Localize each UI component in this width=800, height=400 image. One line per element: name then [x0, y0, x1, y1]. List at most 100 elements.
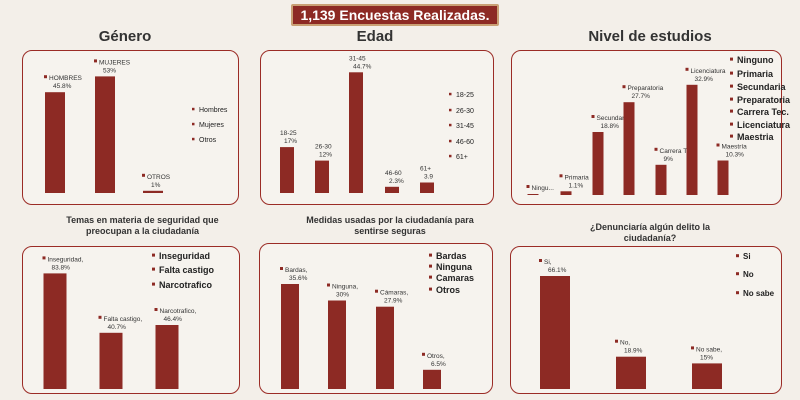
temas-category-label-2: Narcotrafico,	[160, 308, 197, 315]
denuncia-category-label-1: No,	[620, 340, 630, 347]
medidas-legend-item-1: Ninguna	[436, 262, 473, 272]
denuncia-legend-item-0: Si	[743, 252, 751, 261]
temas-bar-2	[155, 325, 179, 389]
estudios-legend-marker-6	[730, 134, 733, 138]
title-medidas: Medidas usadas por la ciudadanía para se…	[306, 215, 474, 236]
medidas-bar-1	[328, 300, 346, 389]
medidas-label-bullet-2	[375, 289, 378, 293]
medidas-legend-item-0: Bardas	[436, 251, 467, 261]
temas-legend-marker-2	[152, 282, 155, 286]
genero-bar-0	[45, 92, 65, 193]
genero-bar-1	[95, 76, 115, 193]
medidas-legend-marker-0	[429, 253, 432, 257]
denuncia-category-label-0: Si,	[544, 259, 552, 266]
panel-estudios	[511, 50, 782, 205]
medidas-category-label-0: Bardas,	[285, 267, 308, 274]
edad-bar-4	[420, 182, 434, 193]
edad-category-label-2: 31-45	[349, 55, 366, 62]
temas-category-label-0: Inseguridad,	[48, 256, 84, 263]
temas-value-label-1: 40.7%	[108, 324, 127, 331]
title-estudios: Nivel de estudios	[588, 28, 712, 45]
estudios-bar-1	[560, 191, 572, 195]
banner: 1,139 Encuestas Realizadas.	[291, 4, 499, 26]
edad-bar-0	[280, 147, 294, 193]
edad-legend-marker-4	[449, 154, 452, 158]
estudios-value-label-3: 27.7%	[632, 93, 651, 100]
genero-category-label-2: OTROS	[147, 174, 171, 181]
genero-value-label-1: 53%	[103, 67, 116, 74]
edad-legend-item-0: 18-25	[456, 92, 474, 99]
temas-legend-item-0: Inseguridad	[159, 251, 210, 261]
estudios-label-bullet-5	[685, 67, 689, 71]
title-denuncia: ¿Denunciaría algún delito la ciudadanía?	[589, 222, 711, 243]
denuncia-category-label-2: No sabe,	[696, 346, 722, 353]
estudios-legend-item-4: Carrera Tec.	[737, 107, 789, 117]
edad-value-label-1: 12%	[319, 152, 332, 159]
medidas-value-label-2: 27.9%	[384, 298, 403, 305]
estudios-bar-5	[686, 84, 698, 195]
edad-value-label-4: 3.9	[424, 174, 433, 181]
denuncia-legend-item-1: No	[743, 270, 754, 279]
genero-legend-item-0: Hombres	[199, 107, 228, 114]
estudios-label-bullet-6	[716, 143, 720, 147]
title-genero: Género	[98, 28, 152, 45]
estudios-legend-marker-1	[730, 71, 733, 75]
temas-label-bullet-0	[42, 256, 46, 260]
edad-value-label-3: 2.3%	[389, 178, 404, 185]
estudios-bar-0	[527, 194, 539, 195]
estudios-legend-item-2: Secundaria	[737, 82, 787, 92]
denuncia-value-label-1: 18.9%	[624, 348, 643, 355]
edad-bar-2	[349, 72, 363, 193]
estudios-legend-item-5: Licenciatura	[737, 120, 791, 130]
estudios-value-label-5: 32.9%	[695, 76, 714, 83]
edad-value-label-2: 44.7%	[353, 63, 372, 70]
medidas-bar-0	[281, 284, 299, 389]
denuncia-value-label-0: 66.1%	[548, 267, 567, 274]
estudios-legend-item-6: Maestria	[737, 132, 775, 142]
edad-category-label-0: 18-25	[280, 130, 297, 137]
edad-bar-1	[315, 160, 329, 193]
genero-label-bullet-2	[142, 173, 145, 177]
medidas-category-label-2: Cámaras,	[380, 290, 408, 297]
edad-legend-marker-2	[449, 123, 452, 127]
edad-legend-marker-0	[449, 92, 452, 96]
edad-legend-item-2: 31-45	[456, 123, 474, 130]
genero-label-bullet-0	[44, 75, 47, 79]
estudios-legend-marker-3	[730, 97, 733, 101]
medidas-bar-2	[376, 306, 394, 389]
estudios-label-bullet-1	[559, 174, 563, 178]
genero-bar-2	[143, 190, 163, 193]
denuncia-bar-0	[540, 276, 570, 389]
edad-value-label-0: 17%	[284, 138, 297, 145]
denuncia-label-bullet-1	[615, 339, 618, 343]
medidas-label-bullet-1	[327, 283, 330, 287]
estudios-bar-6	[717, 160, 729, 195]
title-temas: Temas en materia de seguridad que preocu…	[66, 215, 219, 236]
estudios-label-bullet-4	[654, 147, 658, 151]
medidas-category-label-1: Ninguna,	[332, 284, 358, 291]
genero-legend-marker-0	[192, 107, 195, 111]
temas-bar-0	[43, 273, 67, 389]
medidas-legend-item-2: Camaras	[436, 273, 474, 283]
denuncia-legend-marker-2	[736, 291, 739, 295]
denuncia-legend-item-2: No sabe	[743, 289, 775, 298]
medidas-legend-marker-1	[429, 264, 432, 268]
estudios-category-label-3: Preparatoria	[628, 85, 664, 92]
temas-legend-marker-0	[152, 253, 155, 257]
edad-category-label-3: 46-60	[385, 170, 402, 177]
edad-legend-marker-3	[449, 139, 452, 143]
estudios-legend-marker-4	[730, 109, 733, 113]
genero-category-label-1: MUJERES	[99, 59, 131, 66]
edad-legend-item-4: 61+	[456, 154, 468, 161]
genero-label-bullet-1	[94, 59, 97, 63]
medidas-value-label-0: 35.6%	[289, 275, 308, 282]
denuncia-legend-marker-0	[736, 254, 739, 258]
estudios-category-label-5: Licenciatura	[691, 68, 726, 75]
denuncia-legend-marker-1	[736, 272, 739, 276]
estudios-legend-item-1: Primaria	[737, 69, 774, 79]
medidas-legend-marker-2	[429, 275, 432, 279]
estudios-value-label-6: 10.3%	[726, 152, 745, 159]
temas-category-label-1: Falta castigo,	[104, 316, 143, 323]
estudios-category-label-1: Primaria	[565, 174, 590, 181]
